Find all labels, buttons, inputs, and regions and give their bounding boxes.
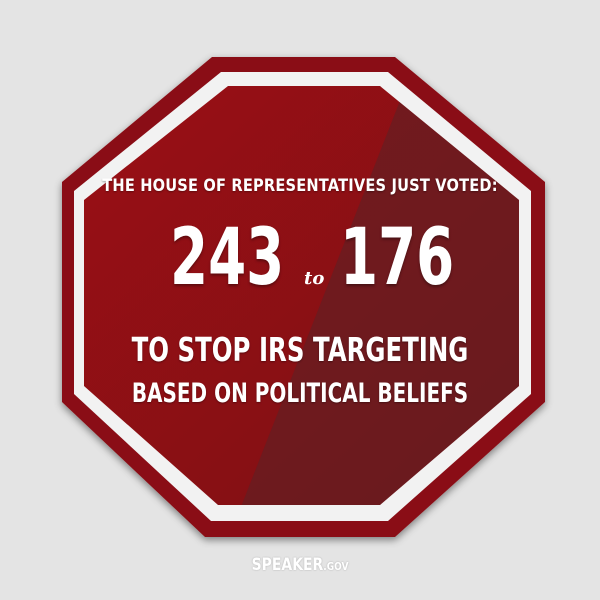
brand-suffix: .GOV — [323, 560, 349, 573]
no-vote-count: 176 — [340, 213, 455, 303]
headline-text: THE HOUSE OF REPRESENTATIVES JUST VOTED: — [102, 176, 498, 196]
message-line-two: BASED ON POLITICAL BELIEFS — [131, 378, 469, 409]
brand-name: SPEAKER — [251, 555, 324, 575]
yes-vote-count: 243 — [170, 213, 285, 303]
to-connector: to — [304, 268, 325, 289]
message-line-one: TO STOP IRS TARGETING — [131, 330, 469, 369]
vote-count-row: 243 to 176 — [0, 212, 600, 312]
speaker-gov-logo: SPEAKER.GOV — [0, 555, 600, 575]
